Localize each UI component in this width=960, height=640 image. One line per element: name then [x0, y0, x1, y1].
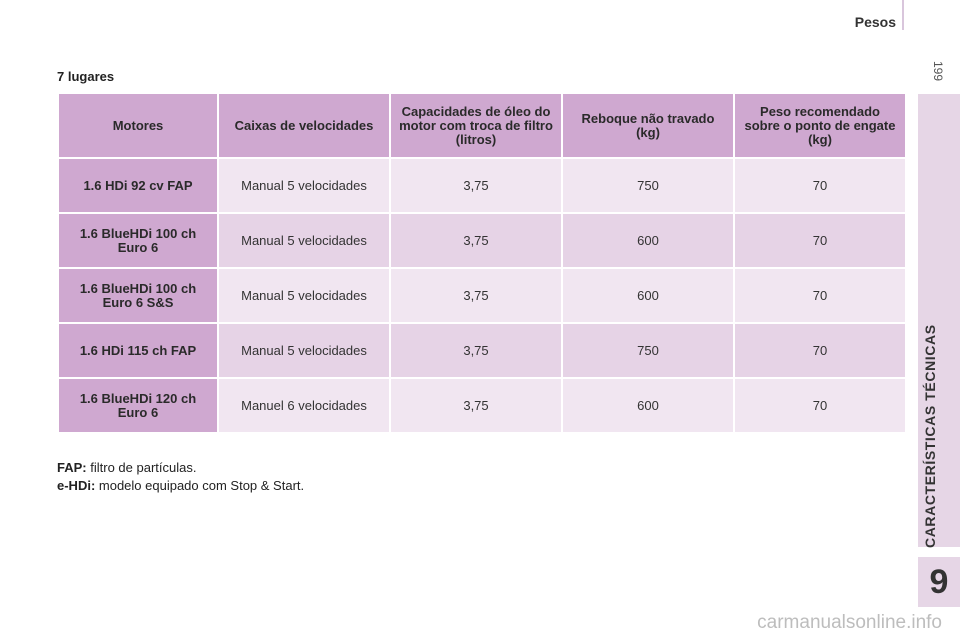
- table-row: 1.6 BlueHDi 100 ch Euro 6 Manual 5 veloc…: [57, 212, 907, 269]
- hitch-cell: 70: [733, 267, 907, 324]
- oil-cell: 3,75: [389, 267, 563, 324]
- trailer-cell: 600: [561, 267, 735, 324]
- section-heading: 7 lugares: [57, 69, 115, 84]
- gearbox-cell: Manual 5 velocidades: [217, 322, 391, 379]
- watermark: carmanualsonline.info: [757, 612, 942, 633]
- chapter-side-label: CARACTERÍSTICAS TÉCNICAS: [922, 324, 938, 548]
- hitch-cell: 70: [733, 322, 907, 379]
- trailer-cell: 600: [561, 377, 735, 434]
- column-header-unbraked-trailer: Reboque não travado (kg): [561, 92, 735, 159]
- table-row: 1.6 HDi 115 ch FAP Manual 5 velocidades …: [57, 322, 907, 379]
- engine-cell: 1.6 HDi 92 cv FAP: [57, 157, 219, 214]
- trailer-cell: 750: [561, 322, 735, 379]
- footnote-fap: FAP: filtro de partículas.: [57, 459, 304, 477]
- page-header-title: Pesos: [854, 14, 896, 30]
- oil-cell: 3,75: [389, 322, 563, 379]
- engine-cell: 1.6 BlueHDi 100 ch Euro 6 S&S: [57, 267, 219, 324]
- table-row: 1.6 HDi 92 cv FAP Manual 5 velocidades 3…: [57, 157, 907, 214]
- oil-cell: 3,75: [389, 212, 563, 269]
- hitch-cell: 70: [733, 157, 907, 214]
- footnote-ehdi: e-HDi: modelo equipado com Stop & Start.: [57, 477, 304, 495]
- table-header-row: Motores Caixas de velocidades Capacidade…: [57, 92, 907, 159]
- column-header-hitch-weight: Peso recomendado sobre o ponto de engate…: [733, 92, 907, 159]
- chapter-side-band: [918, 94, 960, 547]
- footnote-text: modelo equipado com Stop & Start.: [95, 478, 305, 493]
- chapter-number: 9: [918, 557, 960, 607]
- table-row: 1.6 BlueHDi 120 ch Euro 6 Manuel 6 veloc…: [57, 377, 907, 434]
- engine-cell: 1.6 BlueHDi 100 ch Euro 6: [57, 212, 219, 269]
- gearbox-cell: Manual 5 velocidades: [217, 212, 391, 269]
- trailer-cell: 750: [561, 157, 735, 214]
- gearbox-cell: Manual 5 velocidades: [217, 157, 391, 214]
- oil-cell: 3,75: [389, 377, 563, 434]
- column-header-gearbox: Caixas de velocidades: [217, 92, 391, 159]
- page-number: 199: [931, 60, 945, 82]
- footnotes: FAP: filtro de partículas. e-HDi: modelo…: [57, 459, 304, 495]
- gearbox-cell: Manual 5 velocidades: [217, 267, 391, 324]
- hitch-cell: 70: [733, 212, 907, 269]
- column-header-oil-capacity: Capacidades de óleo do motor com troca d…: [389, 92, 563, 159]
- trailer-cell: 600: [561, 212, 735, 269]
- footnote-term: e-HDi:: [57, 478, 96, 493]
- hitch-cell: 70: [733, 377, 907, 434]
- footnote-text: filtro de partículas.: [86, 460, 197, 475]
- gearbox-cell: Manuel 6 velocidades: [217, 377, 391, 434]
- engine-cell: 1.6 BlueHDi 120 ch Euro 6: [57, 377, 219, 434]
- table-row: 1.6 BlueHDi 100 ch Euro 6 S&S Manual 5 v…: [57, 267, 907, 324]
- oil-cell: 3,75: [389, 157, 563, 214]
- footnote-term: FAP:: [57, 460, 87, 475]
- weights-table: Motores Caixas de velocidades Capacidade…: [57, 92, 907, 434]
- engine-cell: 1.6 HDi 115 ch FAP: [57, 322, 219, 379]
- header-divider: [902, 0, 904, 30]
- column-header-engines: Motores: [57, 92, 219, 159]
